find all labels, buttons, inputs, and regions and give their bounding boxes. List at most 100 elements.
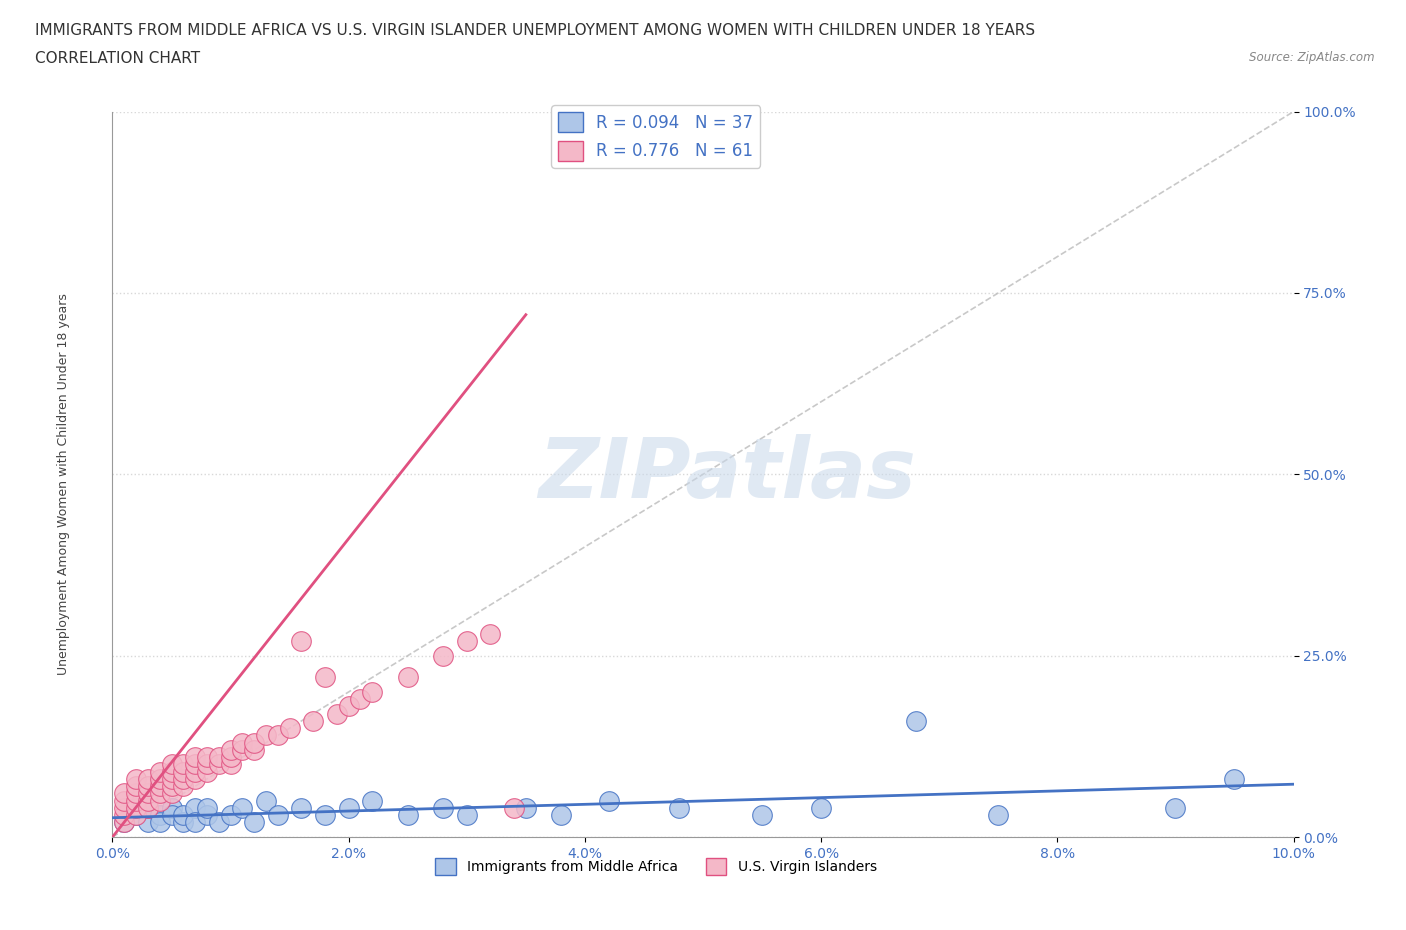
Text: ZIPatlas: ZIPatlas bbox=[537, 433, 915, 515]
Point bbox=[172, 772, 194, 787]
Text: CORRELATION CHART: CORRELATION CHART bbox=[35, 51, 200, 66]
Point bbox=[314, 670, 336, 684]
Point bbox=[219, 750, 242, 764]
Point bbox=[314, 808, 336, 823]
Point bbox=[112, 815, 135, 830]
Point bbox=[160, 801, 183, 816]
Point bbox=[160, 786, 183, 801]
Point bbox=[149, 772, 172, 787]
Point bbox=[326, 706, 349, 721]
Point bbox=[349, 692, 371, 707]
Point bbox=[1164, 801, 1187, 816]
Point bbox=[172, 757, 194, 772]
Point bbox=[136, 801, 159, 816]
Point bbox=[184, 801, 207, 816]
Point bbox=[125, 772, 148, 787]
Point bbox=[550, 808, 572, 823]
Point bbox=[184, 764, 207, 779]
Point bbox=[456, 808, 478, 823]
Point bbox=[172, 778, 194, 793]
Point bbox=[136, 772, 159, 787]
Point bbox=[456, 633, 478, 648]
Point bbox=[125, 778, 148, 793]
Point bbox=[479, 627, 502, 642]
Point bbox=[987, 808, 1010, 823]
Point bbox=[112, 808, 135, 823]
Legend: Immigrants from Middle Africa, U.S. Virgin Islanders: Immigrants from Middle Africa, U.S. Virg… bbox=[429, 853, 882, 881]
Point bbox=[172, 815, 194, 830]
Point bbox=[136, 793, 159, 808]
Point bbox=[219, 808, 242, 823]
Point bbox=[231, 736, 253, 751]
Point bbox=[668, 801, 690, 816]
Point bbox=[751, 808, 773, 823]
Point bbox=[149, 778, 172, 793]
Point bbox=[361, 793, 384, 808]
Point bbox=[172, 808, 194, 823]
Point bbox=[184, 757, 207, 772]
Point bbox=[149, 815, 172, 830]
Point bbox=[184, 750, 207, 764]
Point bbox=[184, 815, 207, 830]
Text: Source: ZipAtlas.com: Source: ZipAtlas.com bbox=[1250, 51, 1375, 64]
Point bbox=[160, 764, 183, 779]
Point bbox=[598, 793, 620, 808]
Point bbox=[267, 728, 290, 743]
Point bbox=[149, 793, 172, 808]
Point bbox=[136, 778, 159, 793]
Point bbox=[112, 801, 135, 816]
Point bbox=[195, 808, 218, 823]
Point bbox=[208, 815, 231, 830]
Point bbox=[254, 793, 277, 808]
Point bbox=[149, 786, 172, 801]
Point bbox=[149, 808, 172, 823]
Point bbox=[243, 736, 266, 751]
Point bbox=[208, 750, 231, 764]
Point bbox=[160, 757, 183, 772]
Point bbox=[208, 757, 231, 772]
Point bbox=[396, 670, 419, 684]
Point bbox=[254, 728, 277, 743]
Point bbox=[290, 801, 312, 816]
Point bbox=[112, 786, 135, 801]
Point bbox=[195, 801, 218, 816]
Point bbox=[1223, 772, 1246, 787]
Point bbox=[278, 721, 301, 736]
Point bbox=[195, 757, 218, 772]
Point bbox=[125, 808, 148, 823]
Point bbox=[195, 764, 218, 779]
Point bbox=[267, 808, 290, 823]
Point bbox=[219, 742, 242, 757]
Point bbox=[503, 801, 526, 816]
Point bbox=[231, 801, 253, 816]
Point bbox=[290, 633, 312, 648]
Point bbox=[125, 786, 148, 801]
Point bbox=[125, 801, 148, 816]
Point bbox=[112, 815, 135, 830]
Point bbox=[219, 757, 242, 772]
Point bbox=[243, 742, 266, 757]
Point bbox=[172, 764, 194, 779]
Point bbox=[302, 713, 325, 728]
Point bbox=[243, 815, 266, 830]
Text: IMMIGRANTS FROM MIDDLE AFRICA VS U.S. VIRGIN ISLANDER UNEMPLOYMENT AMONG WOMEN W: IMMIGRANTS FROM MIDDLE AFRICA VS U.S. VI… bbox=[35, 23, 1035, 38]
Point bbox=[432, 801, 454, 816]
Point bbox=[125, 808, 148, 823]
Point bbox=[396, 808, 419, 823]
Point bbox=[195, 750, 218, 764]
Point bbox=[184, 772, 207, 787]
Point bbox=[515, 801, 537, 816]
Point bbox=[337, 801, 360, 816]
Point bbox=[810, 801, 832, 816]
Point bbox=[136, 786, 159, 801]
Point bbox=[160, 778, 183, 793]
Point bbox=[160, 772, 183, 787]
Point bbox=[112, 793, 135, 808]
Point bbox=[136, 801, 159, 816]
Point bbox=[361, 684, 384, 699]
Point bbox=[160, 808, 183, 823]
Point bbox=[149, 764, 172, 779]
Text: Unemployment Among Women with Children Under 18 years: Unemployment Among Women with Children U… bbox=[56, 293, 70, 674]
Point bbox=[337, 699, 360, 714]
Point bbox=[125, 793, 148, 808]
